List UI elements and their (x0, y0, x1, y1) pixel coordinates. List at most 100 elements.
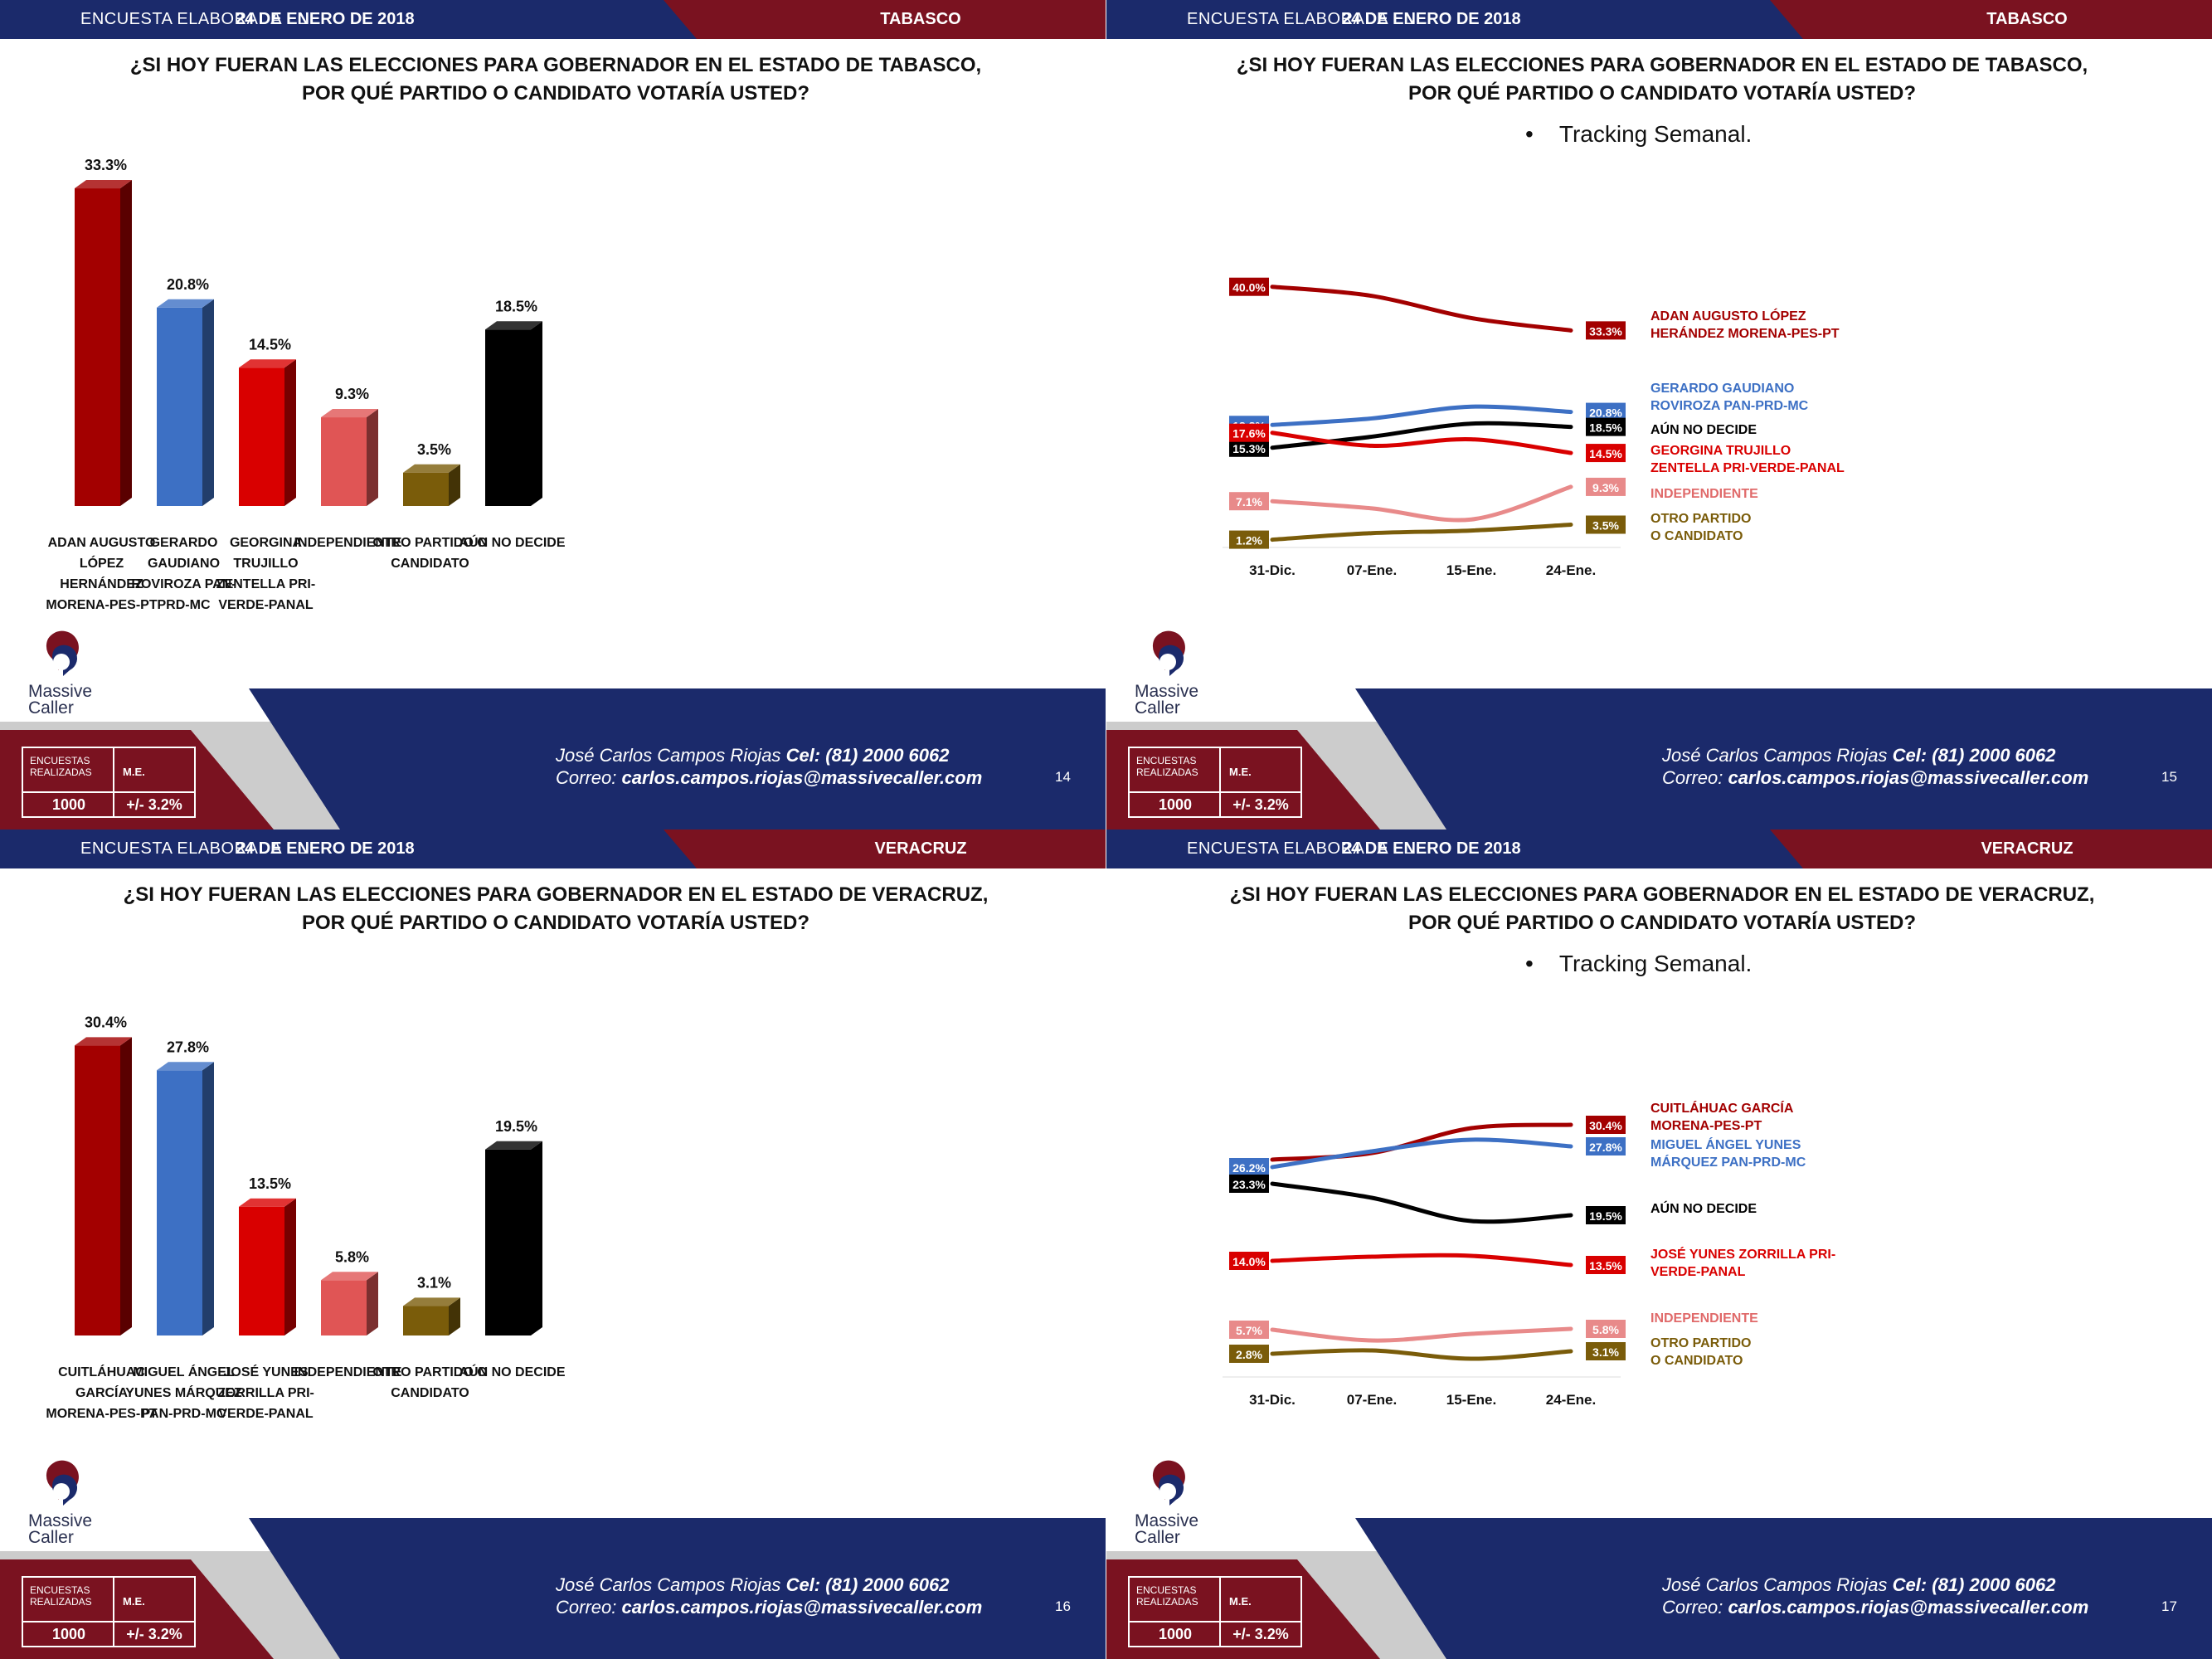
header-date: 24 DE ENERO DE 2018 (1342, 10, 1521, 28)
bar-top-face (157, 1062, 214, 1071)
bar-category-label: INDEPENDIENTE (294, 1365, 402, 1379)
question-title: ¿SI HOY FUERAN LAS ELECCIONES PARA GOBER… (1173, 881, 2151, 937)
bar-front-face (485, 1149, 531, 1335)
series-end-label: 18.5% (1589, 421, 1622, 435)
slide-frame: 33.3% ADAN AUGUSTO LÓPEZ HERNÁNDEZ MORENA-PE… (0, 0, 1106, 830)
bar-top-face (321, 1272, 378, 1281)
series-start-label: 17.6% (1232, 427, 1266, 440)
x-tick-label: 07-Ene. (1347, 562, 1397, 578)
bar-2 (239, 1198, 296, 1335)
series-end-label: 9.3% (1592, 481, 1619, 494)
stats-value-margin: +/- 3.2% (1232, 796, 1289, 813)
bar-category-label: OTRO PARTIDO O (372, 536, 487, 550)
x-tick-label: 15-Ene. (1446, 562, 1496, 578)
legend-label-0: ADAN AUGUSTO LÓPEZ (1650, 308, 1806, 324)
bar-category-label: LÓPEZ (80, 555, 124, 571)
stats-value-surveys: 1000 (1158, 796, 1193, 813)
footer-name: José Carlos Campos Riojas (1662, 745, 1888, 766)
bar-category-label: CUITLÁHUAC (58, 1364, 145, 1379)
question-line-2: POR QUÉ PARTIDO O CANDIDATO VOTARÍA USTE… (301, 82, 809, 105)
bar-category-label: MORENA-PES-PT (46, 598, 157, 612)
footer-contact-mail: Correo: carlos.campos.riojas@massivecall… (1662, 1597, 2088, 1618)
header-label: ENCUESTA ELABORADA EL (1187, 839, 1414, 858)
series-start-label: 14.0% (1232, 1255, 1266, 1268)
bar-category-label: TRUJILLO (233, 557, 298, 571)
bar-category-label: MIGUEL ÁNGEL (133, 1364, 235, 1379)
slide-veracruz-tracking: 31-Dic. 07-Ene. 15-Ene. 24-Ene. 30.4% 26.2% 27… (1106, 830, 2212, 1659)
header-date: 24 DE ENERO DE 2018 (1342, 839, 1521, 858)
footer-mail-label: Correo: (1662, 1597, 1723, 1618)
series-start-label: 7.1% (1236, 495, 1262, 508)
footer-contact-name: José Carlos Campos Riojas Cel: (81) 2000… (1662, 1574, 2055, 1596)
logo-line-1: Massive (28, 1511, 93, 1530)
legend-label-2: AÚN NO DECIDE (1650, 1200, 1757, 1216)
series-start-badge (1229, 1175, 1269, 1193)
footer-contact-mail: Correo: carlos.campos.riojas@massivecall… (556, 767, 982, 789)
bar-category-label: ZORRILLA PRI- (217, 1386, 314, 1400)
logo-line-2: Caller (28, 698, 74, 718)
legend-label-3: VERDE-PANAL (1650, 1265, 1746, 1279)
series-end-badge (1586, 1137, 1626, 1155)
line-chart: 31-Dic. 07-Ene. 15-Ene. 24-Ene. 30.4% 26.2% 27… (1223, 1100, 1835, 1408)
bar-category-label: PAN-PRD-MC (142, 1407, 226, 1421)
question-line-1: ¿SI HOY FUERAN LAS ELECCIONES PARA GOBER… (123, 883, 989, 906)
stats-value-surveys: 1000 (51, 796, 86, 813)
bar-front-face (157, 1070, 202, 1335)
bar-1 (157, 299, 214, 506)
bar-value-label: 27.8% (167, 1039, 209, 1055)
stats-divider-h (23, 791, 194, 793)
series-line-4 (1270, 484, 1573, 523)
bar-top-face (239, 359, 296, 368)
bar-value-label: 5.8% (335, 1248, 369, 1265)
header-state-ribbon (1770, 830, 2212, 868)
header-state: VERACRUZ (1981, 839, 2073, 858)
series-end-badge (1586, 417, 1626, 436)
series-end-label: 5.8% (1592, 1323, 1619, 1336)
bar-category-label: GAUDIANO (148, 557, 220, 571)
footer-navy-panel (1355, 1518, 2212, 1659)
bar-category-label: OTRO PARTIDO O (372, 1365, 487, 1379)
footer-maroon-panel (0, 1559, 274, 1659)
header-state-ribbon (1770, 0, 2212, 39)
series-line-5 (1270, 1348, 1573, 1361)
x-tick-label: 07-Ene. (1347, 1392, 1397, 1408)
legend-label-5: OTRO PARTIDO (1650, 512, 1751, 526)
series-start-badge (1229, 530, 1269, 549)
bar-front-face (403, 1306, 449, 1335)
series-line-3 (1270, 431, 1573, 455)
series-end-badge (1586, 321, 1626, 340)
footer-mail: carlos.campos.riojas@massivecaller.com (1728, 1597, 2089, 1618)
line-chart: 31-Dic. 07-Ene. 15-Ene. 24-Ene. 40.0% 33.3% 18… (1223, 277, 1845, 578)
footer-cel: (81) 2000 6062 (825, 1574, 950, 1595)
header-state: TABASCO (880, 10, 961, 28)
bar-top-face (485, 1141, 542, 1150)
bar-category-label: CANDIDATO (391, 557, 469, 571)
bar-side-face (449, 464, 460, 506)
bar-chart: 33.3% ADAN AUGUSTO LÓPEZ HERNÁNDEZ MORENA-PE… (46, 157, 565, 612)
survey-stats-box: ENCUESTAS REALIZADAS M.E. 1000 +/- 3.2% (1128, 1576, 1302, 1647)
series-end-label: 20.8% (1589, 406, 1622, 420)
bar-category-label: VERDE-PANAL (218, 598, 314, 612)
logo-icon (1152, 1460, 1185, 1506)
stats-divider-v (113, 1578, 114, 1646)
bar-front-face (75, 1045, 120, 1335)
stats-value-surveys: 1000 (51, 1626, 86, 1642)
series-end-badge (1586, 402, 1626, 421)
bar-category-label: HERNÁNDEZ (60, 576, 143, 591)
bar-side-face (367, 1272, 378, 1335)
legend-label-3: JOSÉ YUNES ZORRILLA PRI- (1650, 1246, 1835, 1262)
stats-divider-h (23, 1621, 194, 1623)
bar-5 (485, 321, 542, 506)
stats-value-margin: +/- 3.2% (126, 1626, 182, 1642)
question-line-2: POR QUÉ PARTIDO O CANDIDATO VOTARÍA USTE… (1407, 912, 1916, 934)
footer-cel-label: Cel: (785, 745, 821, 766)
bar-value-label: 18.5% (495, 298, 537, 314)
slide-frame: 31-Dic. 07-Ene. 15-Ene. 24-Ene. 40.0% 33.3% 18… (1106, 0, 2212, 830)
bar-category-label: GARCÍA (75, 1384, 129, 1400)
series-end-label: 13.5% (1589, 1259, 1622, 1272)
header-label: ENCUESTA ELABORADA EL (80, 10, 308, 28)
footer-mail-label: Correo: (556, 767, 617, 788)
series-end-badge (1586, 1206, 1626, 1224)
logo-icon (1152, 630, 1185, 676)
legend-label-3: GEORGINA TRUJILLO (1650, 444, 1791, 458)
